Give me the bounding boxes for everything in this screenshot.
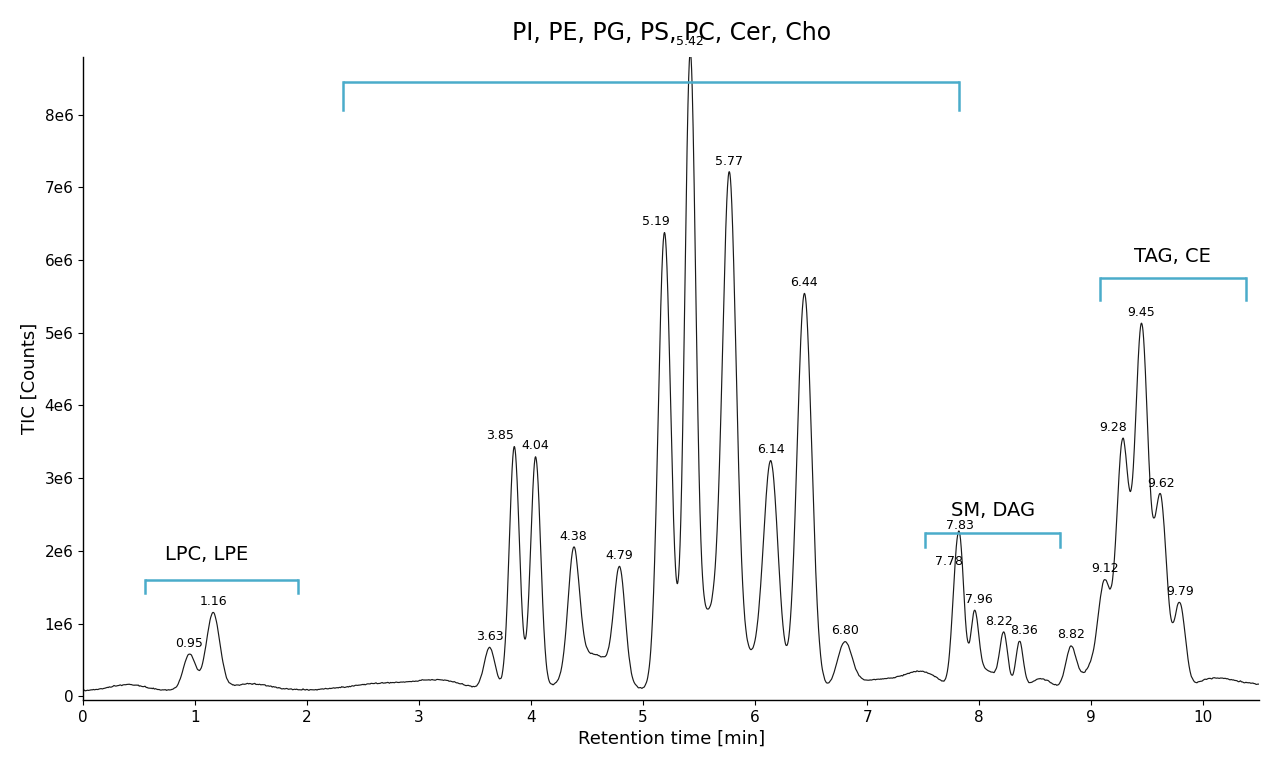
Text: 7.78: 7.78 <box>934 555 963 568</box>
Text: 8.82: 8.82 <box>1057 628 1085 641</box>
Text: 0.95: 0.95 <box>175 637 204 650</box>
Text: 9.28: 9.28 <box>1100 421 1128 434</box>
Text: 5.42: 5.42 <box>676 35 704 48</box>
Text: 6.44: 6.44 <box>791 276 818 289</box>
Text: 8.22: 8.22 <box>986 614 1014 628</box>
Text: 4.38: 4.38 <box>559 530 588 543</box>
Text: 7.83: 7.83 <box>946 518 974 531</box>
Text: 9.12: 9.12 <box>1091 562 1119 575</box>
Text: 5.19: 5.19 <box>641 215 669 228</box>
Text: 9.62: 9.62 <box>1147 477 1175 490</box>
Text: 9.79: 9.79 <box>1166 585 1193 598</box>
Y-axis label: TIC [Counts]: TIC [Counts] <box>20 322 38 434</box>
Text: 1.16: 1.16 <box>200 595 227 608</box>
Text: LPC, LPE: LPC, LPE <box>165 545 248 564</box>
Text: 6.80: 6.80 <box>831 624 859 638</box>
Text: 3.63: 3.63 <box>476 630 503 643</box>
X-axis label: Retention time [min]: Retention time [min] <box>577 731 764 748</box>
Title: PI, PE, PG, PS, PC, Cer, Cho: PI, PE, PG, PS, PC, Cer, Cho <box>512 21 831 45</box>
Text: 6.14: 6.14 <box>756 443 785 456</box>
Text: 4.79: 4.79 <box>605 549 634 562</box>
Text: 3.85: 3.85 <box>486 429 513 442</box>
Text: 4.04: 4.04 <box>522 439 549 452</box>
Text: SM, DAG: SM, DAG <box>951 501 1034 521</box>
Text: 7.96: 7.96 <box>965 593 993 606</box>
Text: 5.77: 5.77 <box>716 155 744 168</box>
Text: TAG, CE: TAG, CE <box>1134 247 1211 266</box>
Text: 9.45: 9.45 <box>1128 306 1156 319</box>
Text: 8.36: 8.36 <box>1010 624 1038 637</box>
